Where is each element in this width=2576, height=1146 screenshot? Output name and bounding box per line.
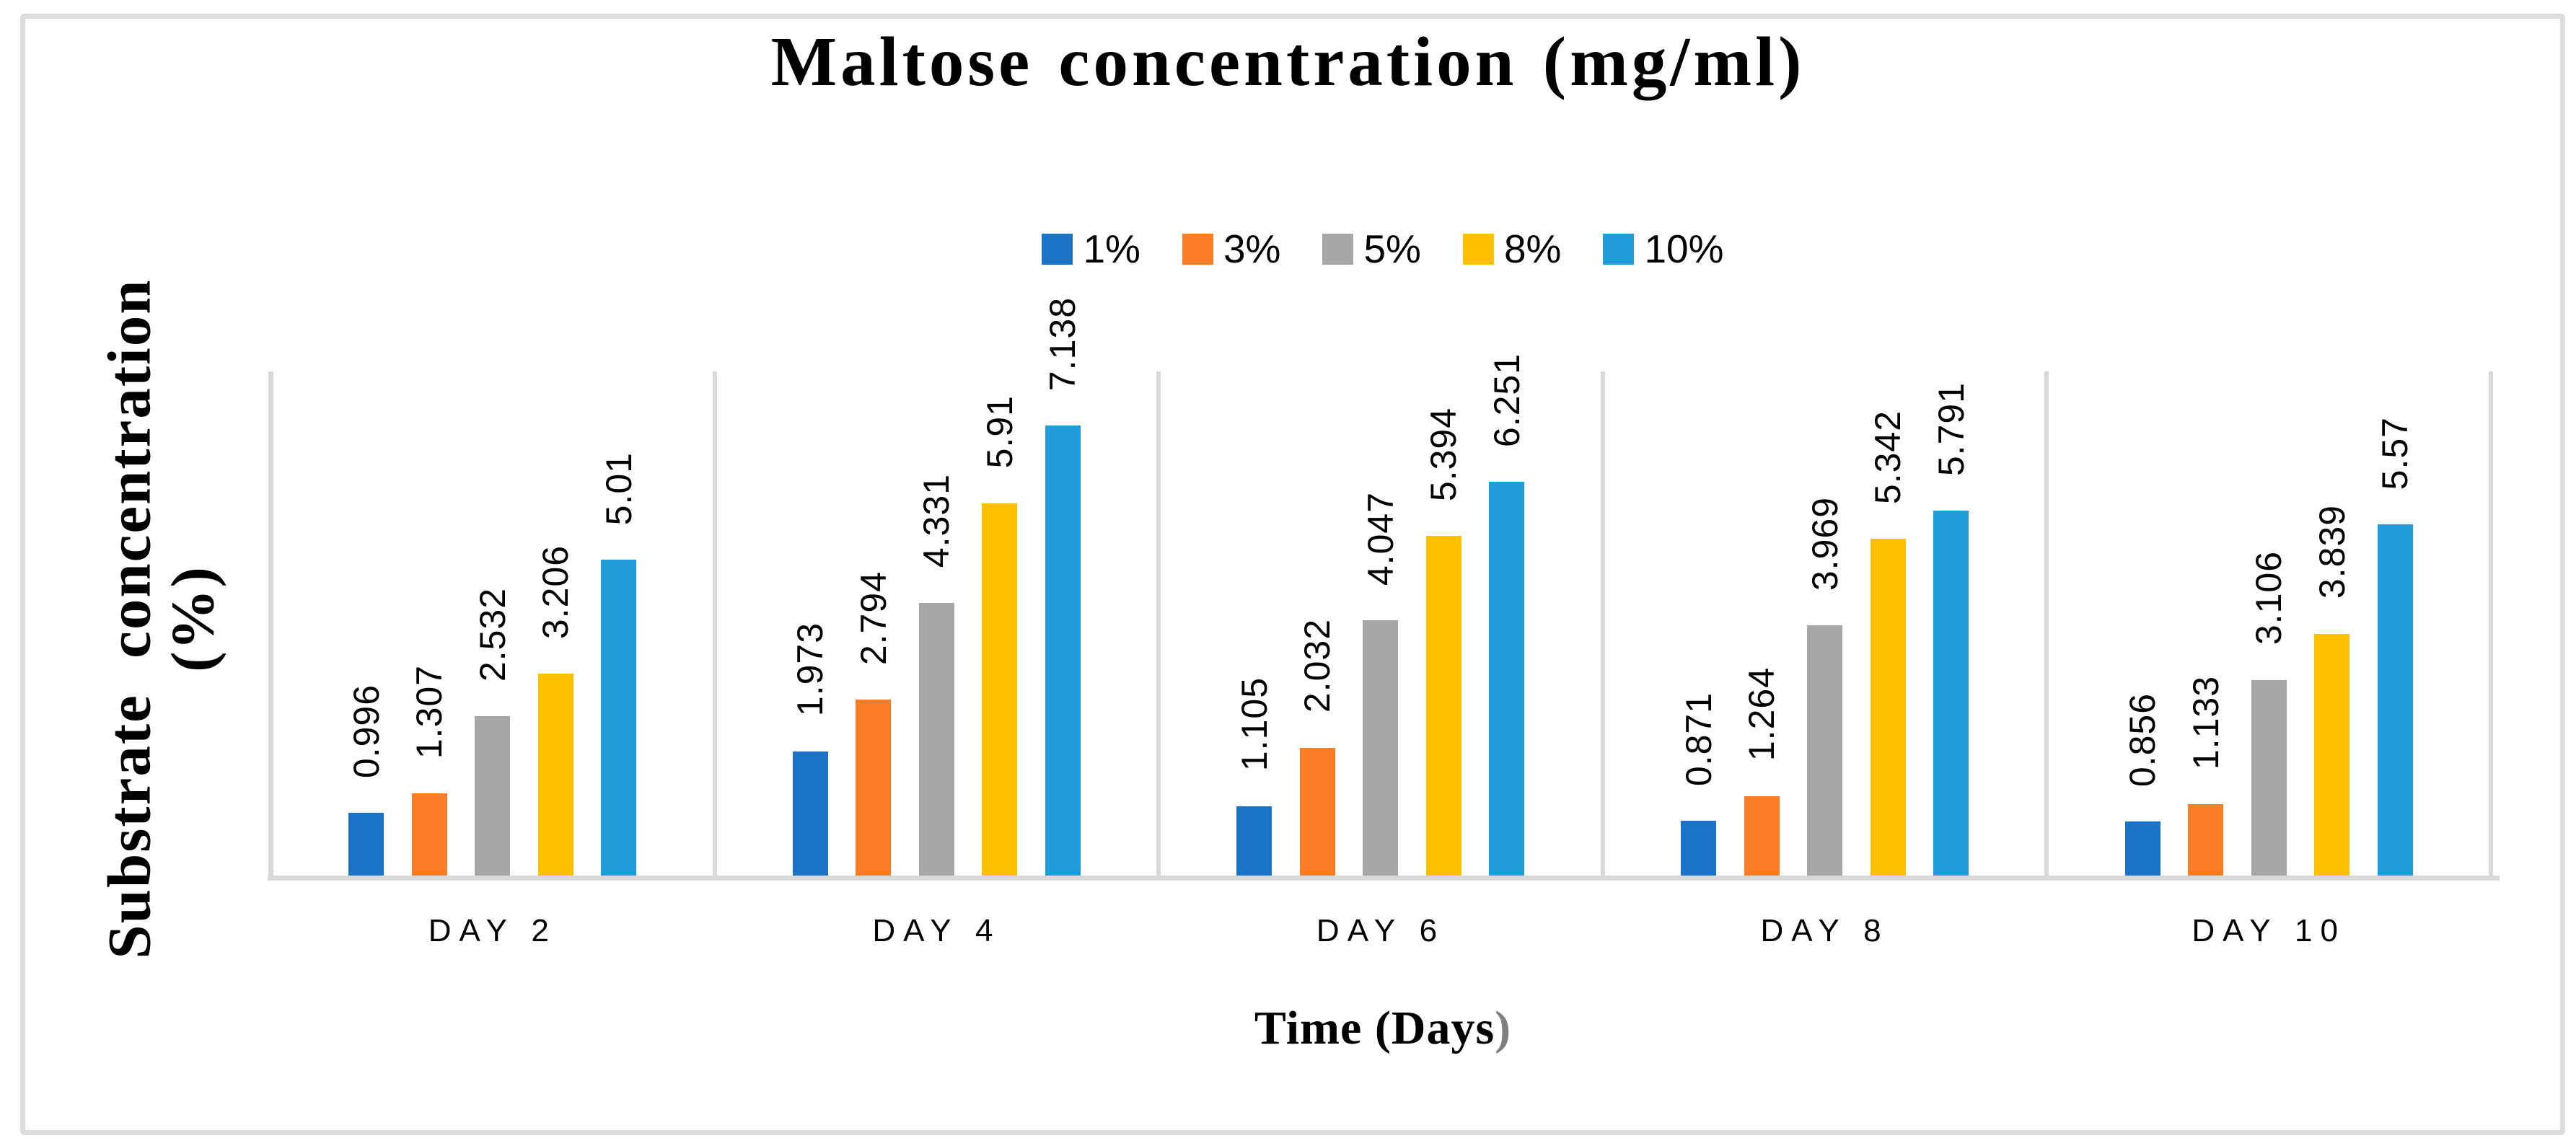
legend: 1% 3% 5% 8% 10%: [273, 229, 2493, 269]
legend-item-8%: 8%: [1462, 226, 1562, 271]
bar-value-label: 1.307: [409, 664, 450, 759]
bar-value-label: 3.969: [1804, 497, 1845, 591]
legend-label: 1%: [1083, 226, 1140, 271]
x-category-label: DAY 8: [1760, 913, 1889, 948]
bar-3%-day-8: 1.264: [1741, 667, 1782, 876]
x-axis-title: Time (Days): [273, 1001, 2493, 1056]
chart-title: Maltose concentration (mg/ml): [770, 23, 1806, 100]
bar-5%-day-8: 3.969: [1805, 497, 1845, 876]
legend-swatch-icon: [1182, 234, 1213, 265]
legend-swatch-icon: [1322, 234, 1354, 265]
category-group-day-6: 1.105 2.032 4.047 5.394 6.251 DAY 6: [1161, 353, 1605, 948]
bar-1%-day-8: 0.871: [1679, 692, 1719, 876]
x-category-label: DAY 2: [428, 913, 557, 948]
bar-8%-day-6: 5.394: [1423, 407, 1464, 876]
bar-3%-day-2: 1.307: [409, 665, 449, 876]
bar-3%-day-6: 2.032: [1297, 619, 1337, 876]
bar-value-label: 1.973: [790, 622, 831, 717]
legend-swatch-icon: [1042, 234, 1073, 265]
bar-5%-day-6: 4.047: [1360, 492, 1401, 876]
category-group-day-8: 0.871 1.264 3.969 5.342 5.791 DAY 8: [1605, 371, 2049, 948]
x-axis-line: [268, 876, 2500, 881]
y-axis-line: [268, 371, 273, 881]
bar-1%-day-10: 0.856: [2122, 693, 2163, 876]
bar-5%-day-4: 4.331: [916, 474, 957, 876]
bar-value-label: 4.331: [916, 474, 957, 568]
legend-swatch-icon: [1603, 234, 1635, 265]
y-axis-title: Substrate concentration (%): [95, 146, 227, 1091]
bar-10%-day-2: 5.01: [599, 452, 639, 876]
legend-item-3%: 3%: [1182, 226, 1281, 271]
bar-10%-day-10: 5.57: [2375, 417, 2415, 876]
bar-8%-day-2: 3.206: [535, 545, 576, 876]
bar-value-label: 7.138: [1042, 297, 1083, 392]
category-group-day-4: 1.973 2.794 4.331 5.91 7.138 DAY 4: [717, 297, 1161, 948]
bar-10%-day-8: 5.791: [1931, 382, 1971, 876]
bar-value-label: 5.57: [2375, 416, 2416, 490]
legend-item-5%: 5%: [1322, 229, 1421, 269]
category-group-day-2: 0.996 1.307 2.532 3.206 5.01 DAY 2: [273, 371, 717, 948]
bar-value-label: 5.342: [1868, 410, 1909, 505]
bar-value-label: 5.01: [598, 451, 639, 526]
category-group-day-10: 0.856 1.133 3.106 3.839 5.57 DAY 10: [2049, 371, 2493, 948]
bar-8%-day-10: 3.839: [2312, 505, 2352, 876]
legend-label: 8%: [1503, 226, 1562, 271]
bar-value-label: 5.791: [1930, 382, 1971, 476]
legend-item-10%: 10%: [1603, 226, 1724, 271]
bar-value-label: 5.394: [1423, 407, 1464, 501]
y-axis-title-line1: Substrate concentration: [95, 278, 164, 959]
legend-label: 5%: [1363, 226, 1421, 271]
bar-value-label: 4.047: [1360, 492, 1401, 586]
bar-1%-day-6: 1.105: [1234, 677, 1275, 876]
plot-area: 0.996 1.307 2.532 3.206 5.01 DAY 2 1.973 2.794 4…: [273, 297, 2493, 948]
bar-value-label: 0.871: [1678, 692, 1719, 786]
y-axis-title-line2: (%): [159, 565, 227, 672]
bar-value-label: 5.91: [979, 395, 1020, 469]
x-axis-title-paren: ): [1495, 1002, 1512, 1054]
bar-8%-day-4: 5.91: [980, 395, 1020, 876]
bar-5%-day-2: 2.532: [472, 588, 513, 876]
x-category-label: DAY 4: [872, 913, 1001, 948]
bar-value-label: 3.106: [2248, 551, 2290, 645]
bar-8%-day-8: 5.342: [1868, 410, 1908, 876]
bar-value-label: 1.105: [1234, 677, 1275, 772]
bar-value-label: 0.856: [2122, 693, 2163, 788]
bar-1%-day-2: 0.996: [346, 684, 387, 876]
bar-value-label: 3.839: [2311, 505, 2352, 599]
bar-10%-day-6: 6.251: [1487, 353, 1527, 876]
bar-value-label: 3.206: [535, 545, 576, 639]
bar-value-label: 2.532: [472, 587, 513, 682]
bar-3%-day-4: 2.794: [853, 571, 894, 876]
bar-value-label: 6.251: [1486, 353, 1527, 447]
bar-1%-day-4: 1.973: [790, 622, 830, 876]
x-category-label: DAY 6: [1316, 913, 1446, 948]
legend-label: 10%: [1644, 226, 1724, 271]
x-category-label: DAY 10: [2192, 913, 2346, 948]
legend-label: 3%: [1223, 226, 1281, 271]
legend-swatch-icon: [1462, 234, 1494, 265]
bar-value-label: 1.133: [2185, 675, 2226, 770]
bar-5%-day-10: 3.106: [2248, 551, 2289, 876]
x-axis-title-text: Time (Days: [1254, 1002, 1495, 1054]
bar-value-label: 0.996: [346, 684, 387, 778]
bar-value-label: 2.794: [853, 570, 894, 665]
bar-3%-day-10: 1.133: [2186, 676, 2226, 876]
bar-groups: 0.996 1.307 2.532 3.206 5.01 DAY 2 1.973 2.794 4…: [273, 297, 2493, 948]
bar-10%-day-4: 7.138: [1042, 297, 1083, 876]
legend-item-1%: 1%: [1042, 229, 1140, 269]
bar-value-label: 2.032: [1297, 619, 1338, 713]
bar-value-label: 1.264: [1741, 667, 1782, 762]
